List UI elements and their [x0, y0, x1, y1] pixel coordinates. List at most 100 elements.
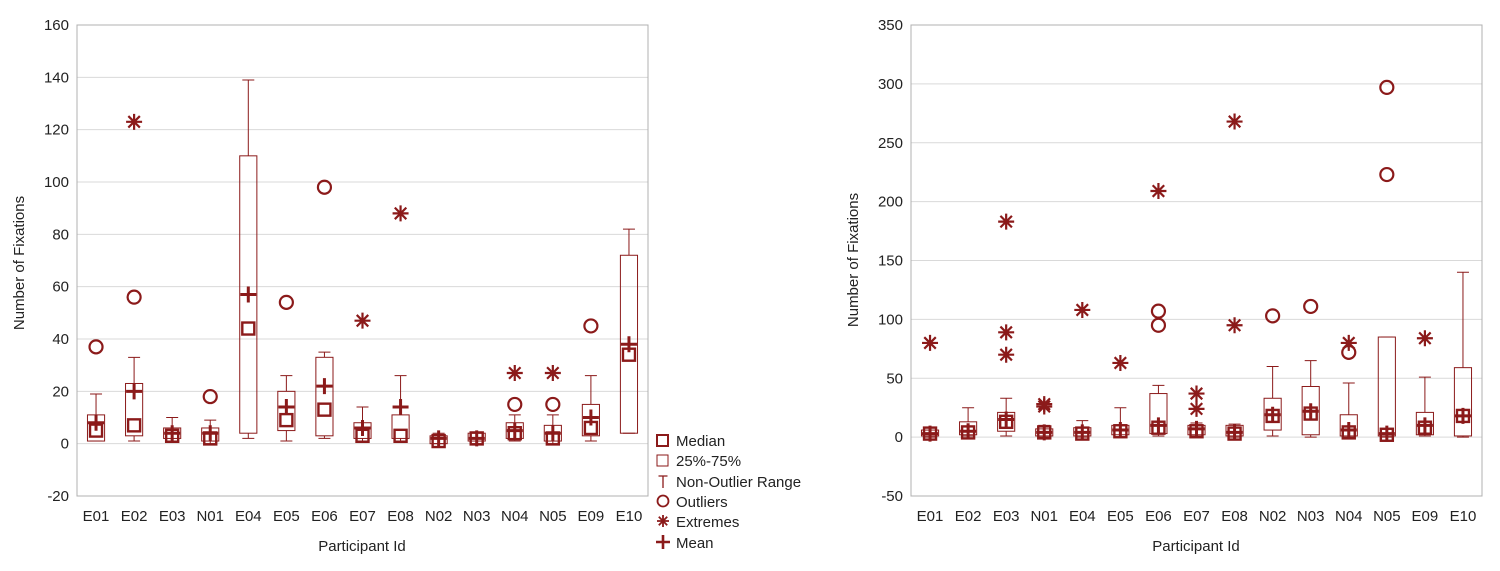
outlier-point [583, 318, 599, 334]
whisker [166, 417, 179, 442]
right-box-E02 [959, 407, 978, 440]
mean-marker [1226, 424, 1243, 441]
mean-marker [354, 419, 371, 436]
outlier-point [1265, 308, 1281, 324]
right-x-tick-label: N02 [1259, 508, 1287, 525]
right-box-E05 [1111, 354, 1130, 439]
extreme-point [998, 346, 1015, 363]
left-box-N04 [505, 365, 524, 442]
left-x-tick-label: E09 [578, 508, 605, 525]
right-y-tick-label: 200 [878, 194, 903, 211]
mean-marker [392, 399, 409, 416]
right-box-E06 [1149, 183, 1168, 437]
extreme-point [1150, 183, 1167, 200]
legend-outlier-symbol [656, 494, 670, 508]
whisker [1342, 382, 1355, 438]
extreme-point [126, 113, 143, 130]
legend-box-symbol [656, 454, 669, 467]
legend-box-label: 25%-75% [676, 453, 741, 470]
extreme-point [1188, 385, 1205, 402]
extreme-point [1226, 113, 1243, 130]
right-x-tick-label: N03 [1297, 508, 1325, 525]
outlier-point [202, 388, 218, 405]
right-box-E04 [1073, 301, 1092, 441]
left-box-N05 [543, 365, 562, 446]
left-x-tick-label: E10 [616, 508, 643, 525]
median-marker [126, 418, 142, 433]
left-x-tick-label: E02 [121, 508, 148, 525]
right-x-tick-label: N05 [1373, 508, 1401, 525]
right-box-E09 [1415, 330, 1434, 437]
extreme-point [998, 324, 1015, 341]
left-box-E03 [163, 417, 182, 444]
extreme-point [922, 334, 939, 351]
legend-item-mean: Mean [656, 535, 714, 552]
left-y-tick-label: 60 [52, 279, 69, 296]
legend-item-extreme: Extremes [657, 514, 739, 531]
right-box-E01 [920, 334, 940, 442]
left-x-tick-label: N04 [501, 508, 529, 525]
extreme-point [392, 205, 409, 222]
extreme-point [354, 312, 371, 329]
right-x-tick-label: N01 [1030, 508, 1058, 525]
right-x-tick-label: E05 [1107, 508, 1134, 525]
outlier-point [1379, 79, 1395, 96]
right-x-tick-label: E06 [1145, 508, 1172, 525]
iqr-box [239, 155, 258, 434]
right-x-tick-label: E02 [955, 508, 982, 525]
right-y-tick-label: 250 [878, 135, 903, 152]
mean-marker [1340, 422, 1357, 439]
mean-marker [278, 399, 295, 416]
outlier-point [1150, 317, 1167, 333]
right-box-E03 [997, 213, 1016, 437]
left-box-E02 [125, 113, 144, 442]
outlier-point [1303, 298, 1319, 315]
right-box-N01 [1035, 396, 1054, 441]
whisker [1380, 336, 1393, 438]
left-box-E09 [581, 318, 600, 442]
iqr-box [315, 356, 334, 437]
left-y-tick-label: 0 [61, 436, 69, 453]
iqr-box [619, 254, 639, 434]
left-x-axis-title: Participant Id [318, 538, 406, 555]
left-box-E01 [86, 339, 106, 442]
right-box-E08 [1225, 113, 1244, 441]
whisker [546, 414, 559, 445]
whisker [356, 406, 369, 442]
legend-whisker-symbol [658, 475, 668, 488]
mean-marker [164, 425, 181, 442]
iqr-box [1377, 336, 1396, 437]
right-plot-frame [910, 24, 1483, 497]
right-box-plot: -50 0 50 100 150 200 250 300 350 E01 E02 E03 N01 E04 E… [845, 17, 1483, 555]
whisker [1076, 420, 1089, 438]
right-box-N03 [1301, 298, 1320, 438]
mean-marker [582, 409, 599, 426]
left-y-tick-label: 160 [44, 17, 69, 34]
mean-marker [1112, 422, 1129, 439]
left-x-tick-label: E05 [273, 508, 300, 525]
whisker [394, 375, 407, 442]
legend-mean-symbol [656, 535, 670, 549]
right-x-tick-label: E07 [1183, 508, 1210, 525]
right-box-N05 [1377, 79, 1396, 442]
iqr-box [1263, 397, 1282, 431]
legend-mean-label: Mean [676, 535, 714, 552]
mean-marker [1188, 420, 1205, 437]
left-y-tick-label: 80 [52, 226, 69, 243]
right-y-tick-label: 100 [878, 311, 903, 328]
outlier-point [1150, 303, 1167, 319]
left-x-tick-label: E08 [387, 508, 414, 525]
left-box-E08 [391, 205, 410, 444]
left-box-plot: -20 0 20 40 60 80 100 120 140 160 E01 E02 E03 N01 E04 E… [11, 17, 649, 555]
right-x-axis-title: Participant Id [1152, 538, 1240, 555]
right-y-axis-title: Number of Fixations [845, 193, 862, 327]
extreme-point [998, 213, 1015, 230]
left-box-E04 [239, 79, 258, 439]
whisker [584, 375, 597, 442]
outlier-point [278, 294, 294, 310]
whisker [1456, 271, 1469, 438]
whisker [1152, 384, 1165, 437]
right-x-tick-label: E09 [1412, 508, 1439, 525]
right-x-tick-label: N04 [1335, 508, 1363, 525]
whisker [90, 393, 103, 442]
